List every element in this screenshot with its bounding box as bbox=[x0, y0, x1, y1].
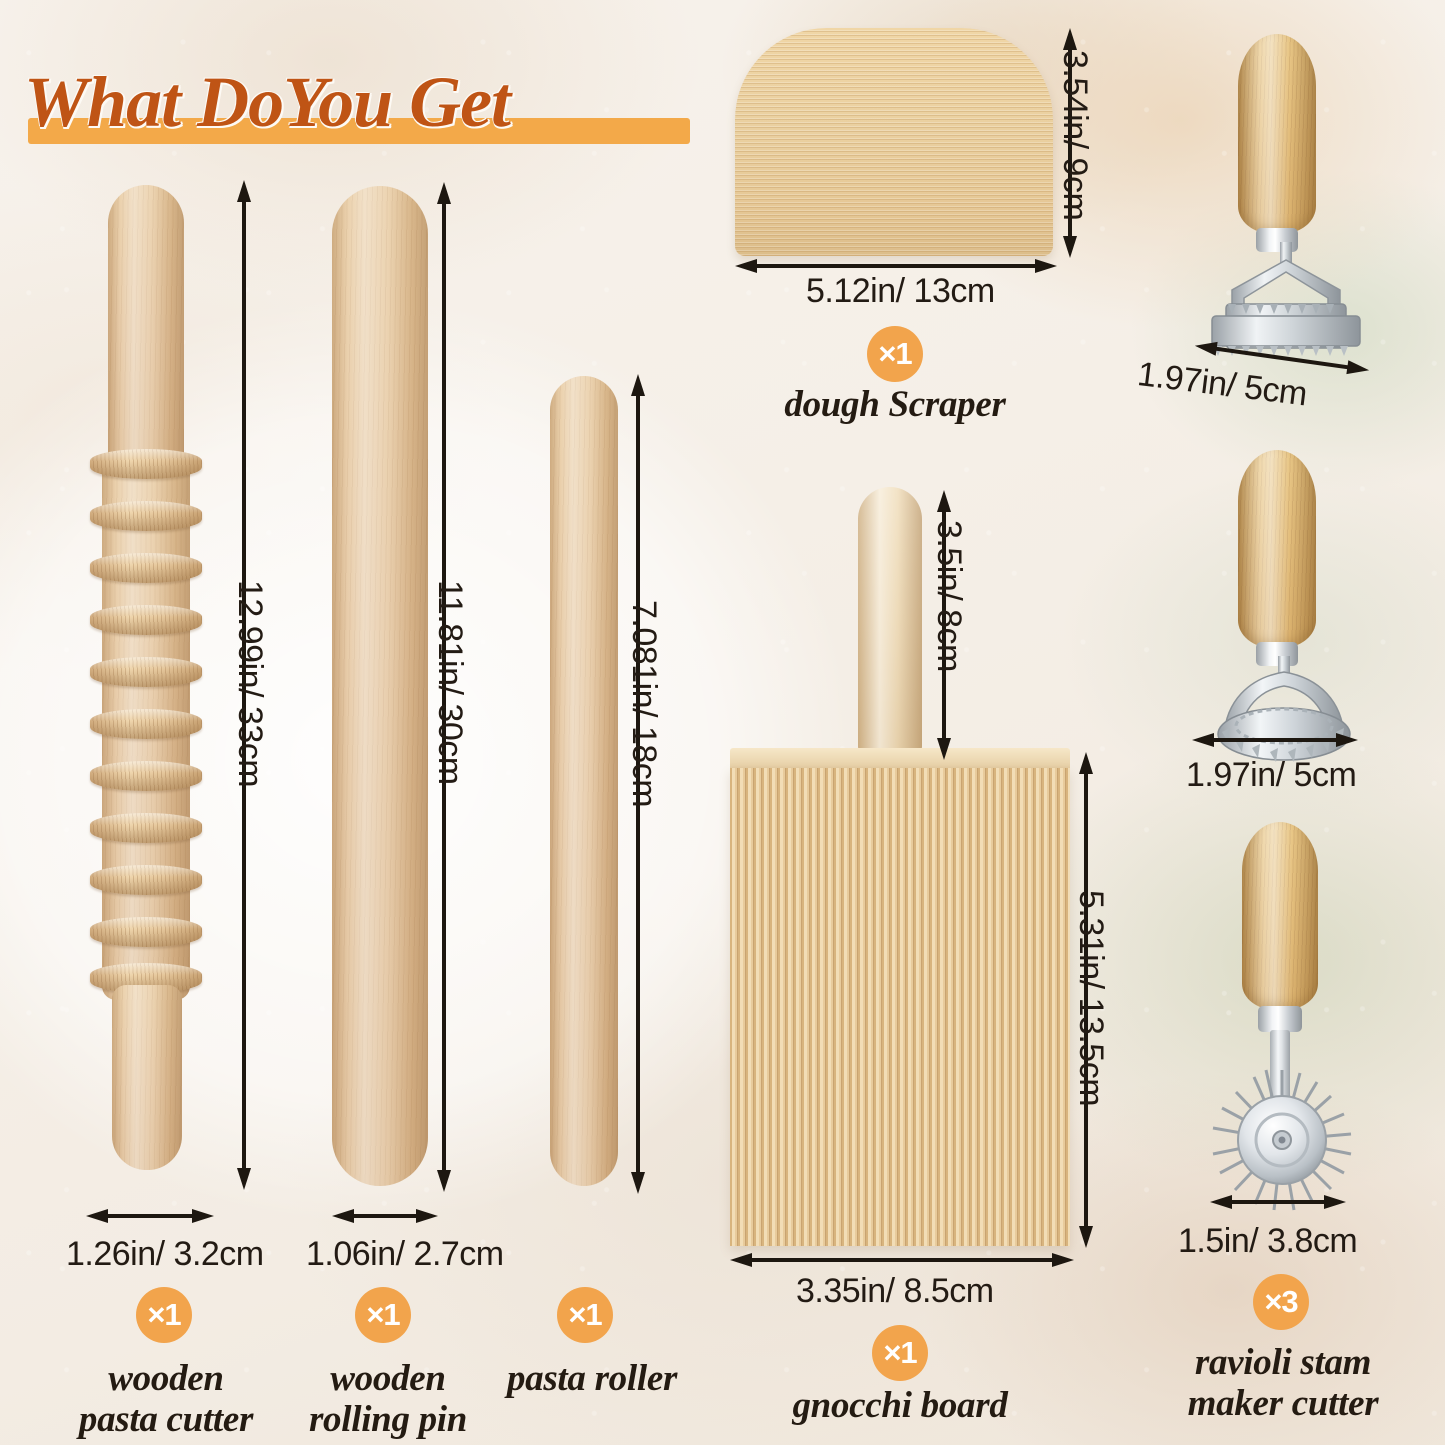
gnocchi-board-width-text: 3.35in/ 8.5cm bbox=[796, 1272, 994, 1310]
pasta-roller-body bbox=[550, 376, 618, 1186]
pasta-cutter-label: wooden pasta cutter bbox=[78, 1358, 254, 1440]
pasta-roller-length-text: 7.081in/ 18cm bbox=[625, 600, 663, 808]
product-ravioli-stamp-square bbox=[1150, 20, 1440, 380]
ravioli-stamp-round-head-icon bbox=[1217, 656, 1351, 762]
pasta-cutter-width-text: 1.26in/ 3.2cm bbox=[66, 1235, 264, 1273]
ravioli-stamp-quantity-badge: ×3 bbox=[1253, 1274, 1309, 1330]
product-ravioli-pastry-wheel bbox=[1150, 818, 1440, 1211]
rolling-pin-length-text: 11.81in/ 30cm bbox=[431, 580, 469, 785]
pasta-cutter-ridged-barrel bbox=[90, 449, 202, 1000]
pasta-cutter-length-arrow bbox=[236, 180, 252, 1190]
pasta-cutter-quantity-badge: ×1 bbox=[136, 1287, 192, 1343]
title-text: What DoYou Get bbox=[24, 62, 511, 142]
rolling-pin-width-arrow bbox=[332, 1208, 438, 1224]
ravioli-stamp-square-head-icon bbox=[1211, 242, 1361, 356]
ravioli-stamp-round-width-text: 1.97in/ 5cm bbox=[1186, 756, 1357, 794]
pasta-roller-label: pasta roller bbox=[506, 1358, 678, 1399]
ravioli-stamp-round-width-arrow bbox=[1192, 732, 1358, 748]
ravioli-stamp-square-width-arrow bbox=[1194, 338, 1371, 378]
pastry-wheel-cutter-icon bbox=[1212, 1069, 1352, 1211]
pastry-wheel-ferrule bbox=[1258, 1006, 1302, 1032]
gnocchi-board-quantity-badge: ×1 bbox=[872, 1325, 928, 1381]
gnocchi-board-width-arrow bbox=[730, 1252, 1074, 1268]
gnocchi-board-label: gnocchi board bbox=[792, 1385, 1008, 1426]
dough-scraper-body bbox=[735, 28, 1053, 256]
dough-scraper-quantity-badge: ×1 bbox=[867, 326, 923, 382]
rolling-pin-label: wooden rolling pin bbox=[308, 1358, 468, 1440]
rolling-pin-quantity-badge: ×1 bbox=[355, 1287, 411, 1343]
rolling-pin-width-text: 1.06in/ 2.7cm bbox=[306, 1235, 504, 1273]
ravioli-stamp-label: ravioli stam maker cutter bbox=[1187, 1342, 1379, 1424]
title-underline-bar bbox=[28, 118, 690, 144]
pastry-wheel-handle bbox=[1242, 822, 1318, 1010]
gnocchi-board-handle bbox=[858, 487, 922, 757]
pasta-roller-length-arrow bbox=[630, 374, 646, 1194]
pastry-wheel-width-text: 1.5in/ 3.8cm bbox=[1178, 1222, 1358, 1260]
pastry-wheel-width-arrow bbox=[1210, 1194, 1346, 1210]
dough-scraper-height-arrow bbox=[1062, 28, 1078, 258]
pasta-cutter-length-text: 12.99in/ 33cm bbox=[231, 580, 269, 788]
pasta-cutter-width-arrow bbox=[86, 1208, 214, 1224]
gnocchi-board-height-text: 5.31in/ 13.5cm bbox=[1072, 890, 1110, 1107]
dough-scraper-label: dough Scraper bbox=[784, 384, 1006, 425]
gnocchi-board-ridged-face bbox=[730, 768, 1070, 1246]
gnocchi-handle-height-arrow bbox=[936, 490, 952, 760]
gnocchi-handle-height-text: 3.5in/ 8cm bbox=[930, 520, 968, 672]
rolling-pin-length-arrow bbox=[436, 182, 452, 1192]
gnocchi-board-height-arrow bbox=[1078, 752, 1094, 1248]
page-title: What DoYou Get bbox=[24, 58, 704, 158]
pasta-roller-quantity-badge: ×1 bbox=[557, 1287, 613, 1343]
rolling-pin-body bbox=[332, 186, 428, 1186]
product-ravioli-stamp-round bbox=[1150, 440, 1440, 770]
dough-scraper-width-text: 5.12in/ 13cm bbox=[806, 272, 995, 310]
ravioli-stamp-round-handle bbox=[1238, 450, 1316, 648]
dough-scraper-height-text: 3.54in/ 9cm bbox=[1056, 50, 1094, 221]
ravioli-stamp-round-ferrule bbox=[1256, 642, 1298, 666]
dough-scraper-width-arrow bbox=[735, 258, 1057, 274]
pasta-cutter-lower-handle bbox=[112, 985, 182, 1170]
ravioli-stamp-square-handle bbox=[1238, 34, 1316, 234]
pasta-cutter-handle bbox=[108, 185, 184, 485]
